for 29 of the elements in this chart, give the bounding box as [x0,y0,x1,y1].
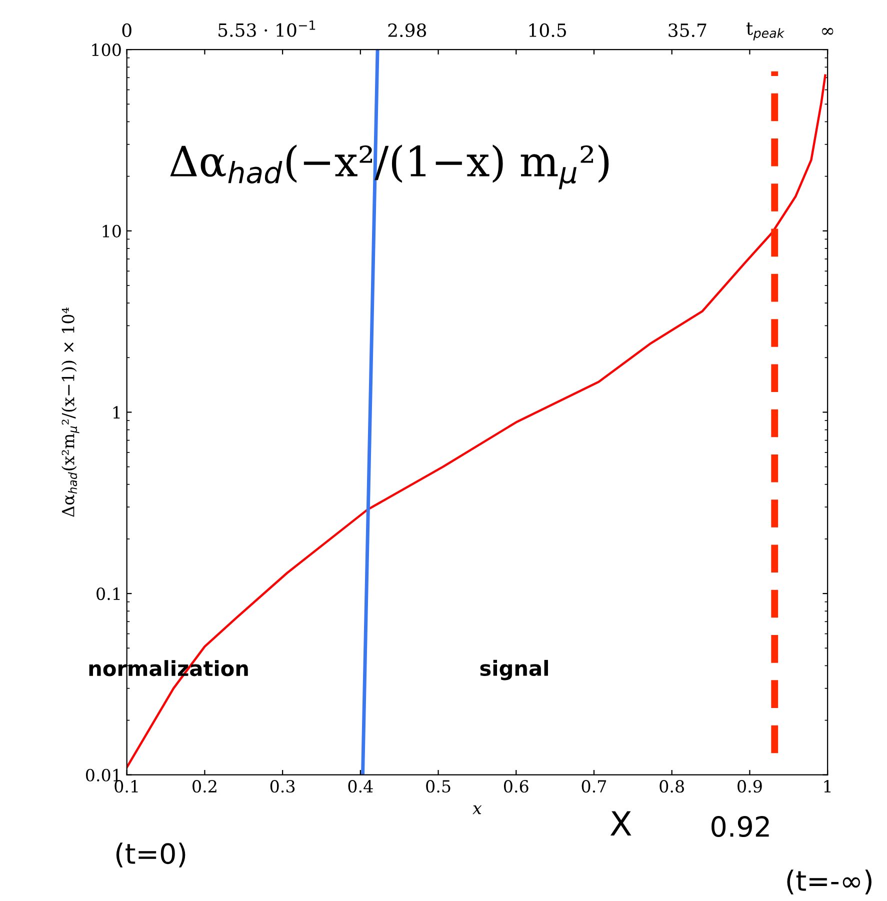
text: t$_{peak}$ [746,22,785,40]
text: 5.53 · 10$^{−1}$ [218,20,316,37]
x-tick-label: 0.6 [504,780,528,793]
text: X [610,811,632,836]
y-tick-label: 1 [113,406,120,419]
text: ∞ [822,28,834,35]
text: 10.5 [529,23,566,38]
y-tick-label: 100 [92,44,121,56]
x-tick-label: 0.5 [426,780,450,793]
y-axis-title: Δα$_{had}$(x²m$_{μ}$²/(x−1)) × 10⁴ [61,308,80,517]
x-tick-label: 0.9 [738,780,762,793]
text: 0.92 [712,816,769,838]
text: (t=0) [116,842,186,868]
x-tick-label: 0.2 [192,780,216,793]
text: (t=-∞) [787,870,872,894]
x-tick-label: 0.1 [114,780,138,793]
annotation: signal [480,660,548,680]
x-tick-label: 0.3 [270,780,295,793]
text: 2.98 [388,23,426,38]
y-tick-label: 10 [102,224,121,238]
y-tick-label: 0.01 [86,768,120,782]
y-tick-label: 0.1 [96,587,120,600]
x-axis-title: x [472,805,482,814]
x-tick-label: 1 [824,780,831,792]
x-tick-label: 0.8 [660,780,684,793]
x-tick-label: 0.7 [582,780,606,793]
text: 35.7 [668,23,706,38]
x-tick-label: 0.4 [348,780,373,793]
text: 0 [122,23,132,38]
